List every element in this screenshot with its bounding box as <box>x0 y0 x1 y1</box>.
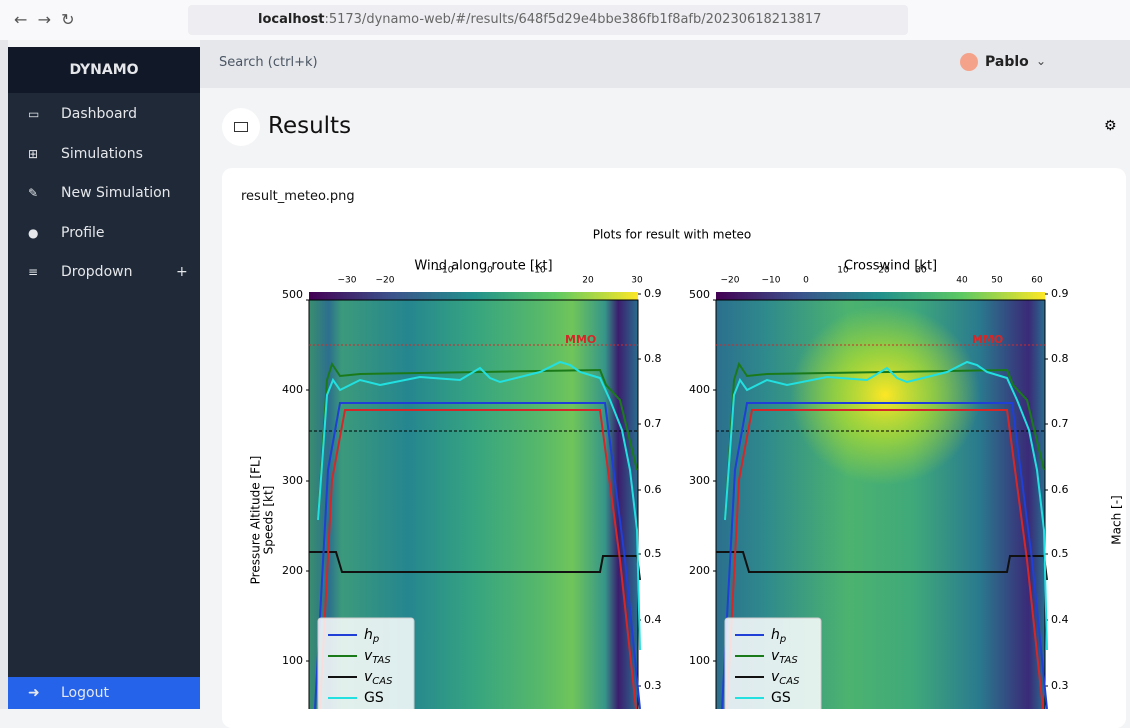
left-tick-label: 500 <box>689 288 710 301</box>
y-axis-label: Pressure Altitude [FL] <box>249 456 263 585</box>
top-tick-label: 50 <box>991 276 1003 286</box>
right-tick-label: 0.3 <box>644 679 662 692</box>
top-tick-label: 10 <box>837 266 849 276</box>
top-tick-label: 60 <box>1031 276 1043 286</box>
figure-title: Plots for result with meteo <box>593 228 752 242</box>
colorbar <box>309 292 638 300</box>
right-tick-label: 0.4 <box>1051 613 1069 626</box>
left-tick-label: 400 <box>689 383 710 396</box>
top-tick-label: −10 <box>435 266 454 276</box>
figure: Plots for result with meteo Wind along r… <box>0 0 1130 709</box>
legend-sub: p <box>372 634 379 645</box>
legend-sub: TAS <box>372 655 391 666</box>
top-tick-label: 30 <box>631 276 643 286</box>
legend-sub: CAS <box>779 676 800 687</box>
left-tick-label: 500 <box>282 288 303 301</box>
right-tick-label: 0.7 <box>1051 417 1069 430</box>
right-tick-label: 0.8 <box>1051 352 1069 365</box>
legend-sub: CAS <box>372 676 393 687</box>
right-tick-label: 0.5 <box>644 547 662 560</box>
top-tick-label: 0 <box>803 276 809 286</box>
top-tick-label: −20 <box>376 276 395 286</box>
left-tick-label: 100 <box>689 654 710 667</box>
left-tick-label: 400 <box>282 383 303 396</box>
page: ← → ↻ localhost:5173/dynamo-web/#/result… <box>0 0 1130 709</box>
right-tick-label: 0.4 <box>644 613 662 626</box>
top-tick-label: 20 <box>582 276 594 286</box>
legend-main: h <box>771 627 780 643</box>
top-tick-label: 0 <box>487 266 493 276</box>
left-tick-label: 300 <box>282 474 303 487</box>
legend-label: GS <box>364 690 384 706</box>
mmo-label: MMO <box>565 333 596 346</box>
right-tick-label: 0.7 <box>644 417 662 430</box>
top-tick-label: 10 <box>534 266 546 276</box>
legend-label: GS <box>771 690 791 706</box>
left-tick-label: 200 <box>689 564 710 577</box>
right-tick-label: 0.6 <box>1051 483 1069 496</box>
top-tick-label: 30 <box>915 266 927 276</box>
left-tick-label: 100 <box>282 654 303 667</box>
y-axis-label: Speeds [kt] <box>262 486 276 555</box>
right-tick-label: 0.6 <box>644 483 662 496</box>
legend-main: GS <box>771 690 791 706</box>
right-tick-label: 0.5 <box>1051 547 1069 560</box>
top-tick-label: −10 <box>762 276 781 286</box>
top-tick-label: 20 <box>878 266 890 276</box>
right-tick-label: 0.8 <box>644 352 662 365</box>
left-tick-label: 300 <box>689 474 710 487</box>
legend-sub: TAS <box>779 655 798 666</box>
top-tick-label: 40 <box>956 276 968 286</box>
left-tick-label: 200 <box>282 564 303 577</box>
colorbar <box>716 292 1045 300</box>
legend-main: GS <box>364 690 384 706</box>
heatmap-peak <box>790 305 980 485</box>
y2-axis-label: Mach [-] <box>1110 495 1124 544</box>
mmo-label: MMO <box>972 333 1003 346</box>
right-tick-label: 0.3 <box>1051 679 1069 692</box>
top-tick-label: −30 <box>338 276 357 286</box>
top-tick-label: −20 <box>721 276 740 286</box>
legend-sub: p <box>779 634 786 645</box>
legend-main: h <box>364 627 373 643</box>
right-tick-label: 0.9 <box>1051 287 1069 300</box>
right-tick-label: 0.9 <box>644 287 662 300</box>
